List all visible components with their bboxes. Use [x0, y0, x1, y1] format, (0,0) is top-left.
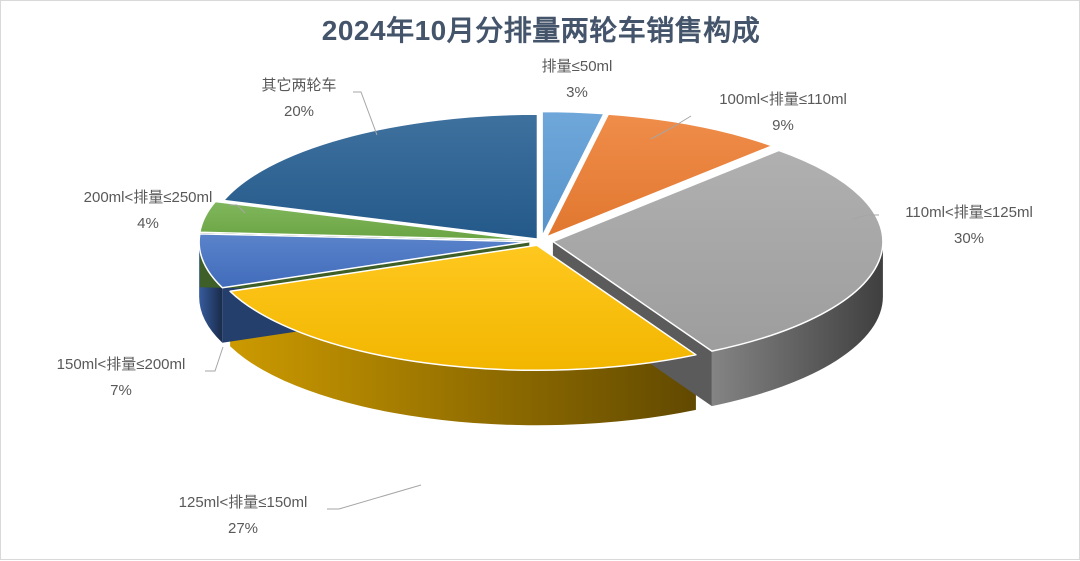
slice-category-label-0: 排量≤50ml	[542, 58, 613, 75]
slice-value-label-1: 9%	[772, 117, 794, 134]
slice-value-label-4: 7%	[110, 382, 132, 399]
slice-category-label-6: 其它两轮车	[261, 76, 336, 94]
pie-slice-1	[545, 113, 774, 238]
leader-line-4	[205, 346, 224, 372]
slice-value-label-2: 30%	[954, 230, 984, 247]
pie-slice-0	[541, 110, 605, 238]
pie-slice-3	[229, 244, 697, 372]
leader-line-5	[229, 204, 246, 214]
slice-category-label-1: 100ml<排量≤110ml	[719, 91, 847, 108]
slice-category-label-4: 150ml<排量≤200ml	[57, 356, 186, 373]
leader-line-6	[353, 91, 378, 136]
slice-category-label-2: 110ml<排量≤125ml	[905, 204, 1033, 221]
slice-value-label-5: 4%	[137, 215, 159, 232]
slice-side-3	[230, 291, 696, 426]
pie-slice-5	[199, 200, 530, 241]
slice-category-label-5: 200ml<排量≤250ml	[84, 189, 213, 206]
pie-slice-4	[198, 233, 530, 289]
pie-slice-2	[552, 149, 884, 352]
slice-value-label-3: 27%	[228, 520, 258, 537]
leader-line-3	[327, 484, 422, 510]
slice-value-label-6: 20%	[284, 103, 314, 120]
slice-category-label-3: 125ml<排量≤150ml	[179, 494, 308, 511]
slice-side-2	[711, 241, 883, 407]
pie-slice-6	[222, 113, 539, 240]
leader-line-1	[650, 115, 692, 140]
leader-line-2	[852, 214, 879, 220]
chart-title: 2024年10月分排量两轮车销售构成	[321, 15, 761, 46]
slice-value-label-0: 3%	[566, 84, 588, 101]
